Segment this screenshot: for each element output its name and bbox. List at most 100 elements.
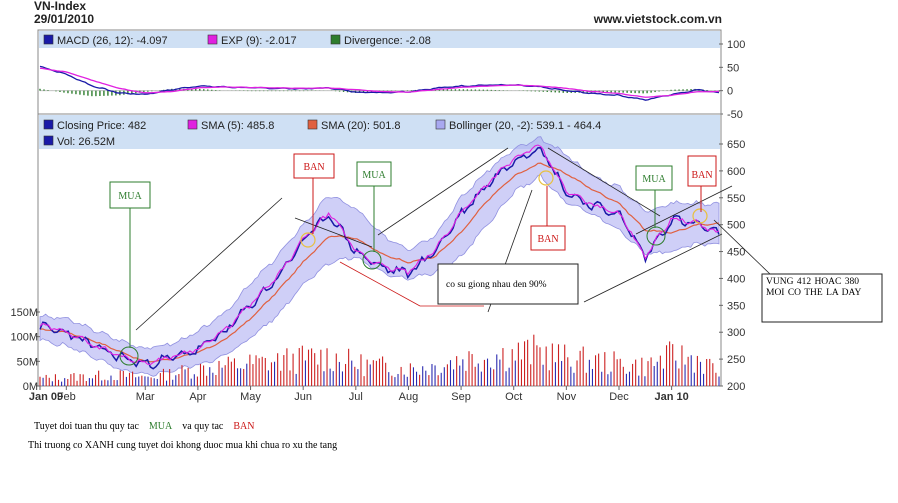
similarity-note-box [437,263,579,305]
price-tick-label: 300 [727,327,745,339]
price-tick-label: 650 [727,139,745,151]
x-tick-label: Jan 09 [29,391,63,403]
x-tick-label: Oct [505,391,522,403]
trend-lines [135,147,771,331]
rule-note-1-a: Tuyet doi tuan thu quy tac [34,421,139,432]
chart-date: 29/01/2010 [34,12,94,26]
sell-circle [538,170,554,186]
price-tick-label: 350 [727,300,745,312]
buy-circle [646,226,666,246]
trend-line [713,219,771,275]
rule-note-1: Tuyet doi tuan thu quy tac MUA va quy ta… [34,421,254,432]
legend-swatch [43,135,54,146]
rule-note-1-ban: BAN [233,421,255,432]
legend-label: SMA (20): 501.8 [321,120,401,132]
price-tick-label: 550 [727,193,745,205]
legend-label: Closing Price: 482 [57,120,146,132]
legend-swatch [330,34,341,45]
macd-plot [39,65,720,101]
ban-label: BAN [537,234,558,245]
buy-circle [362,250,382,270]
legend-label: Bollinger (20, -2): 539.1 - 464.4 [449,120,601,132]
sell-circle [692,208,708,224]
x-tick-label: Dec [609,391,629,403]
price-legend: Closing Price: 482 SMA (5): 485.8 SMA (20)… [43,119,601,148]
macd-tick-label: 0 [727,86,733,98]
rule-note-1-b: va quy tac [182,421,224,432]
bollinger-band [39,136,720,377]
legend-swatch [435,119,446,130]
price-tick-label: 450 [727,247,745,259]
legend-label: MACD (26, 12): -4.097 [57,35,168,47]
x-tick-label: May [240,391,261,403]
signal-circles [119,226,666,366]
ban-label: BAN [303,162,324,173]
volume-y-axis: 150M 100M 50M 0M [10,307,40,393]
macd-line [39,65,720,101]
price-tick-label: 600 [727,166,745,178]
volume-tick-label: 150M [10,307,38,319]
price-tick-label: 200 [727,381,745,393]
macd-y-axis: 100 50 0 -50 [719,39,745,121]
macd-tick-label: 100 [727,39,745,51]
ban-annotation: BAN [530,186,566,251]
price-y-axis: 650 600 550 500 450 400 350 300 250 200 [719,139,745,393]
x-tick-label: Nov [557,391,577,403]
mua-label: MUA [362,170,386,181]
similarity-note: co su giong nhau den 90% [446,280,547,290]
macd-tick-label: -50 [727,109,743,121]
source-url: www.vietstock.com.vn [593,12,722,26]
mua-annotation: MUA [635,165,673,228]
trend-line [135,197,283,331]
legend-swatch [187,119,198,130]
price-tick-label: 500 [727,220,745,232]
legend-swatch [43,34,54,45]
closing-price-line [39,146,720,370]
trend-line [583,233,723,303]
sell-circles [300,170,708,248]
x-tick-label: Aug [399,391,419,403]
rule-note-1-mua: MUA [148,421,173,432]
price-plot [39,136,720,386]
x-tick-label: Jun [294,391,312,403]
exp-line [39,67,720,98]
price-tick-label: 400 [727,273,745,285]
zone-note: VUNG 412 HOAC 380 MOI CO THE LA DAY [766,277,862,298]
ban-annotation: BAN [293,153,335,234]
macd-legend: MACD (26, 12): -4.097 EXP (9): -2.017 Dive… [43,34,431,47]
x-tick-label: Jul [349,391,363,403]
x-tick-label: Sep [451,391,471,403]
x-tick-label: Mar [136,391,155,403]
mua-annotation: MUA [109,181,151,348]
sell-circle [300,232,316,248]
legend-swatch [43,119,54,130]
trend-line [635,185,733,235]
price-legend-bar [39,115,720,149]
ban-label: BAN [691,170,712,181]
trend-line-red [339,261,421,307]
zone-note-wrap: VUNG 412 HOAC 380 MOI CO THE LA DAY [766,277,862,298]
x-tick-label: Feb [57,391,76,403]
legend-label: Divergence: -2.08 [344,35,431,47]
mua-annotation: MUA [356,161,392,252]
price-tick-label: 250 [727,354,745,366]
legend-label: Vol: 26.52M [57,136,115,148]
volume-tick-label: 100M [10,332,38,344]
legend-swatch [307,119,318,130]
volume-tick-label: 0M [23,381,38,393]
mua-label: MUA [118,191,142,202]
buy-circle [119,346,139,366]
mua-label: MUA [642,174,666,185]
chart-title: VN-Index [34,0,86,13]
sma20-line [39,162,720,363]
x-tick-label: Apr [189,391,206,403]
volume-tick-label: 50M [17,356,38,368]
rule-note-2: Thi truong co XANH cung tuyet doi khong … [28,440,338,451]
trend-line [377,147,509,236]
trend-line [547,147,661,217]
trend-line [294,217,373,248]
x-tick-label: Jan 10 [655,391,689,403]
legend-label: EXP (9): -2.017 [221,35,297,47]
